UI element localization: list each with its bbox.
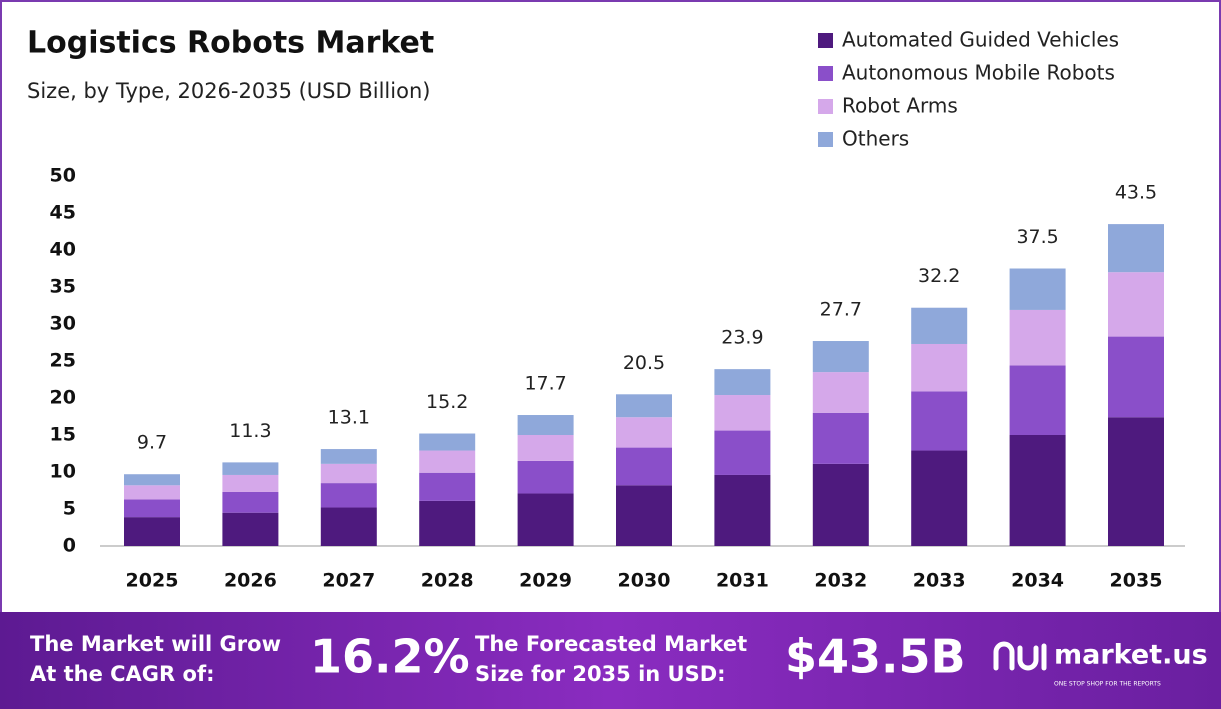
bar-segment <box>1009 268 1066 310</box>
x-tick-label: 2026 <box>224 570 277 592</box>
total-label: 27.7 <box>820 299 862 321</box>
bar-segment <box>1108 336 1164 418</box>
bar-segment <box>222 512 279 546</box>
legend-swatch <box>818 33 833 48</box>
bar-segment <box>911 391 968 451</box>
bar-segment <box>911 450 968 546</box>
bar-segment <box>714 395 771 431</box>
bar-segment <box>1009 435 1066 546</box>
forecast-text: Size for 2035 in USD: <box>475 662 726 686</box>
bar-segment <box>222 474 279 492</box>
bar-segment <box>1108 417 1164 546</box>
legend-label: Autonomous Mobile Robots <box>842 61 1115 85</box>
bar-segment <box>124 499 180 518</box>
x-tick-label: 2032 <box>814 570 867 592</box>
cagr-text: The Market will Grow <box>30 632 281 656</box>
x-tick-label: 2031 <box>716 570 769 592</box>
bar-segment <box>911 343 968 392</box>
y-tick-label: 35 <box>50 276 76 298</box>
y-tick-label: 25 <box>50 350 76 372</box>
brand-name: market.us <box>1054 640 1208 671</box>
y-tick-label: 20 <box>50 387 76 409</box>
total-label: 23.9 <box>721 327 763 349</box>
total-label: 11.3 <box>229 420 271 442</box>
bar-segment <box>812 412 869 464</box>
forecast-text: The Forecasted Market <box>475 632 747 656</box>
y-tick-label: 45 <box>50 202 76 224</box>
legend-swatch <box>818 66 833 81</box>
bar-segment <box>517 493 574 546</box>
brand-logo <box>993 641 1047 671</box>
legend-swatch <box>818 99 833 114</box>
bar-segment <box>1108 272 1164 337</box>
y-tick-label: 30 <box>50 313 76 335</box>
total-label: 43.5 <box>1115 182 1157 204</box>
bar-segment <box>222 462 279 475</box>
total-label: 9.7 <box>137 432 167 454</box>
chart-title: Logistics Robots Market <box>27 26 434 61</box>
y-tick-label: 50 <box>50 165 76 187</box>
bar-segment <box>1009 365 1066 435</box>
x-tick-label: 2028 <box>421 570 474 592</box>
bar-segment <box>320 449 377 464</box>
bar-segment <box>320 483 377 508</box>
bar-segment <box>812 372 869 413</box>
bar-segment <box>616 447 672 486</box>
y-tick-label: 5 <box>63 498 76 520</box>
cagr-text: At the CAGR of: <box>30 662 215 686</box>
bar-segment <box>517 435 574 461</box>
bar-segment <box>1108 224 1164 273</box>
bar-segment <box>616 394 672 418</box>
bar-segment <box>320 507 377 546</box>
total-label: 15.2 <box>426 391 468 413</box>
x-tick-label: 2035 <box>1110 570 1163 592</box>
bar-segment <box>124 517 180 546</box>
total-label: 17.7 <box>524 373 566 395</box>
legend-label: Others <box>842 127 909 151</box>
total-label: 32.2 <box>918 265 960 287</box>
y-tick-label: 15 <box>50 424 76 446</box>
bar-segment <box>616 485 672 546</box>
y-tick-label: 10 <box>50 461 76 483</box>
total-label: 13.1 <box>328 407 370 429</box>
x-tick-label: 2030 <box>618 570 671 592</box>
legend-label: Robot Arms <box>842 94 958 118</box>
total-label: 37.5 <box>1016 226 1058 248</box>
footer-band <box>0 612 1221 709</box>
bar-segment <box>812 341 869 373</box>
x-tick-label: 2029 <box>519 570 572 592</box>
bar-segment <box>1009 309 1066 366</box>
total-label: 20.5 <box>623 352 665 374</box>
bar-segment <box>616 417 672 448</box>
forecast-value: $43.5B <box>785 630 966 684</box>
bar-segment <box>911 307 968 344</box>
bar-segment <box>419 500 476 546</box>
bar-segment <box>419 433 476 451</box>
chart-subtitle: Size, by Type, 2026-2035 (USD Billion) <box>27 79 430 103</box>
cagr-value: 16.2% <box>310 630 470 684</box>
bar-segment <box>812 463 869 546</box>
bar-segment <box>419 472 476 501</box>
bar-segment <box>222 491 279 513</box>
legend-label: Automated Guided Vehicles <box>842 28 1119 52</box>
bar-segment <box>517 415 574 435</box>
bar-segment <box>124 474 180 486</box>
x-tick-label: 2033 <box>913 570 966 592</box>
legend-swatch <box>818 132 833 147</box>
y-tick-label: 0 <box>63 535 76 557</box>
bar-segment <box>320 463 377 484</box>
bar-segment <box>714 369 771 396</box>
x-tick-label: 2027 <box>322 570 375 592</box>
bar-segment <box>714 474 771 546</box>
bar-segment <box>419 450 476 473</box>
bar-segment <box>714 430 771 475</box>
x-tick-label: 2025 <box>126 570 179 592</box>
x-tick-label: 2034 <box>1011 570 1064 592</box>
bar-segment <box>124 485 180 500</box>
y-tick-label: 40 <box>50 239 76 261</box>
bar-segment <box>517 460 574 494</box>
brand-tagline: ONE STOP SHOP FOR THE REPORTS <box>1054 681 1161 688</box>
